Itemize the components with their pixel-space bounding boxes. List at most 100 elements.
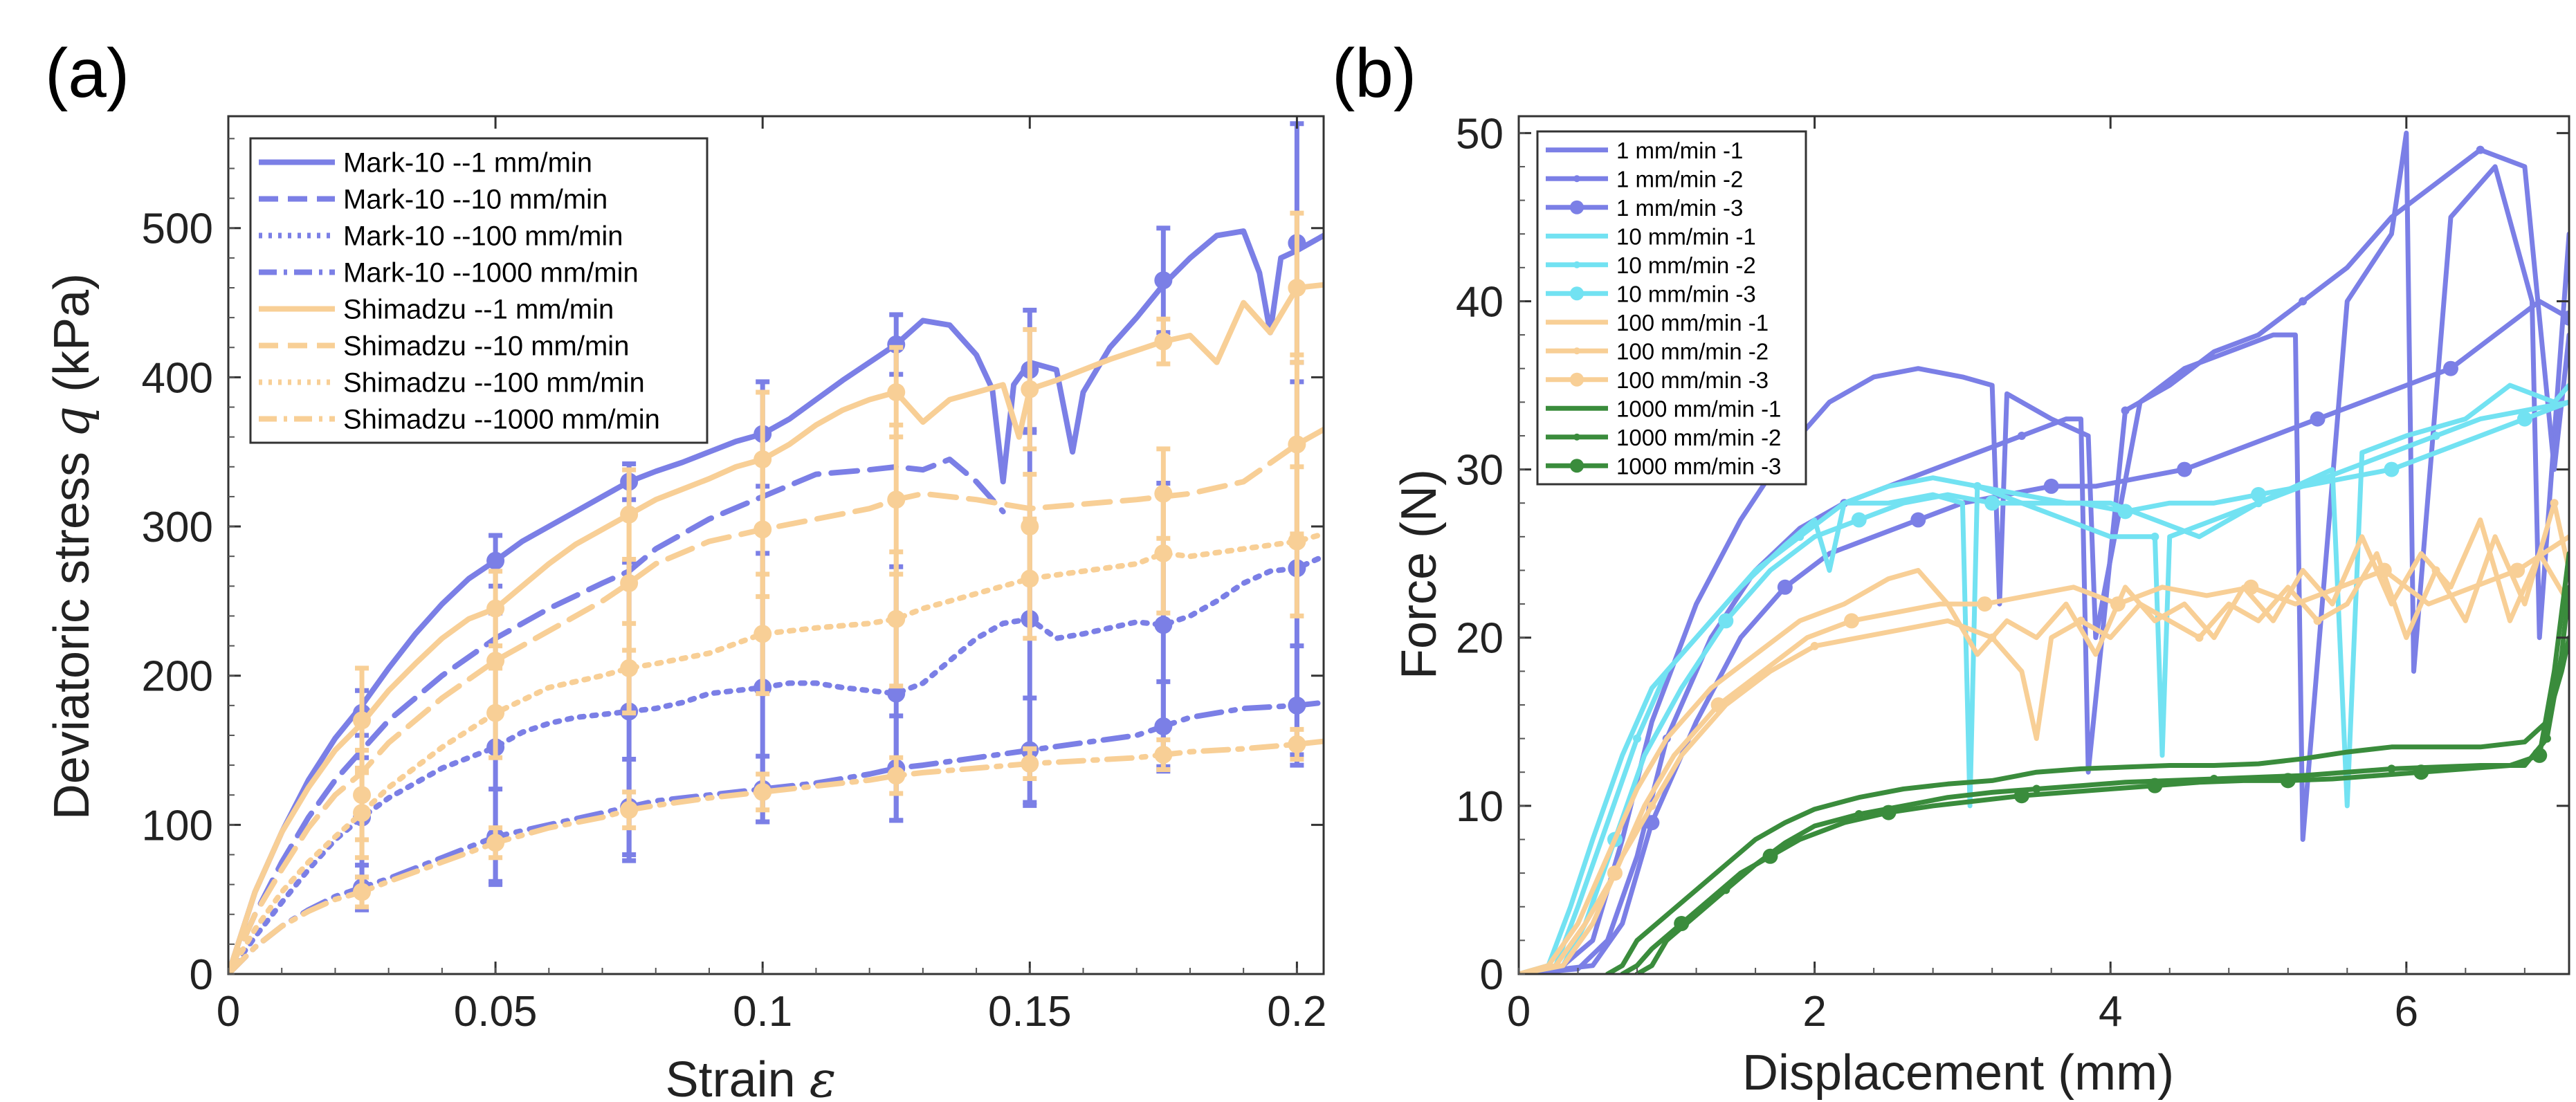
series-marker [2017, 431, 2026, 440]
legend-entry: 100 mm/min -2 [1546, 338, 1769, 364]
panel-b-frame [1517, 115, 2570, 975]
series-100-mm-min-2 [1519, 499, 2569, 974]
series-marker [1644, 815, 1660, 831]
series-marker [2442, 360, 2458, 376]
series-line [1620, 551, 2569, 974]
legend-entry: 10 mm/min -1 [1546, 223, 1756, 249]
panel-a-label: (a) [45, 35, 129, 112]
legend-label: 1000 mm/min -3 [1616, 453, 1781, 479]
legend-entry: Shimadzu --10 mm/min [259, 331, 629, 362]
series-marker [1844, 613, 1860, 629]
legend-entry: 10 mm/min -3 [1546, 281, 1756, 306]
series-line [1519, 130, 2569, 974]
legend-label: 1 mm/min -3 [1616, 195, 1743, 221]
data-point [887, 609, 906, 628]
series-marker [1710, 697, 1726, 713]
series-marker [2384, 461, 2400, 477]
data-point [486, 704, 505, 722]
series-marker [2387, 764, 2396, 773]
series-marker [2310, 411, 2326, 427]
series-mark-10-1000-mm-min [228, 643, 1324, 974]
legend-label: 1 mm/min -1 [1616, 138, 1743, 163]
data-point [1154, 544, 1173, 562]
x-tick-label: 0 [1507, 988, 1531, 1036]
y-tick-label: 300 [142, 504, 213, 551]
legend-entry: 1000 mm/min -2 [1546, 425, 1781, 450]
legend-label: Mark-10 --1000 mm/min [343, 258, 639, 288]
data-point [486, 551, 505, 570]
series-marker [1984, 495, 2000, 511]
data-point [486, 652, 505, 670]
series-marker [2413, 764, 2429, 780]
x-tick-label: 0.05 [454, 988, 538, 1036]
series-marker [2550, 499, 2559, 508]
series-marker [1796, 532, 1805, 541]
data-point [620, 800, 639, 819]
legend-label: Mark-10 --10 mm/min [343, 185, 608, 215]
series-10-mm-min-3 [1519, 399, 2569, 974]
y-tick-label: 10 [1456, 783, 1504, 831]
data-point [887, 684, 906, 703]
data-point [753, 520, 772, 539]
data-point [1154, 616, 1173, 634]
panel-a: (a) 0 0.05 0.1 0.15 0.2 0 100 200 300 400 500 Stra… [42, 35, 1326, 1102]
series-marker [2376, 562, 2392, 578]
y-tick-label: 500 [142, 205, 213, 253]
series-marker [2076, 616, 2085, 625]
legend-entry: Shimadzu --100 mm/min [259, 368, 645, 398]
series-marker [2516, 411, 2532, 427]
series-marker [2195, 633, 2204, 642]
series-line [228, 282, 1324, 974]
panel-b-xlabel: Displacement (mm) [1742, 1045, 2174, 1101]
series-line [228, 553, 1324, 974]
x-tick-label: 0.15 [988, 988, 1072, 1036]
data-point [1154, 332, 1173, 351]
legend-entry: 10 mm/min -2 [1546, 252, 1756, 278]
legend-entry: 1 mm/min -2 [1546, 166, 1743, 192]
series-shimadzu-1000-mm-min [228, 726, 1324, 974]
series-line [1519, 517, 2569, 974]
series-marker [2476, 145, 2485, 154]
data-point [353, 804, 372, 823]
series-marker [2243, 579, 2259, 595]
series-mark-10-100-mm-min [228, 379, 1324, 974]
data-point [887, 490, 906, 509]
legend-entry: Shimadzu --1 mm/min [259, 295, 614, 325]
series-line [1519, 500, 2569, 974]
y-tick-label: 20 [1456, 615, 1504, 663]
series-line [1519, 534, 2569, 974]
series-marker [1674, 916, 1690, 932]
series-marker [1851, 512, 1867, 528]
series-100-mm-min-3 [1519, 534, 2569, 974]
panel-b-ylabel: Force (N) [1391, 469, 1447, 679]
series-line [228, 699, 1324, 974]
data-point [620, 573, 639, 592]
y-tick-label: 50 [1456, 110, 1504, 158]
panel-a-frame [227, 115, 1325, 975]
legend-entry: Mark-10 --1 mm/min [259, 148, 592, 178]
legend-label: 10 mm/min -3 [1616, 281, 1756, 306]
legend-label: 1000 mm/min -2 [1616, 425, 1781, 450]
x-tick-label: 0 [217, 988, 240, 1036]
y-tick-label: 0 [1480, 951, 1504, 999]
panel-a-ticks: 0 0.05 0.1 0.15 0.2 0 100 200 300 400 500 [142, 116, 1326, 1036]
series-100-mm-min-1 [1519, 517, 2569, 974]
x-tick-label: 0.2 [1267, 988, 1326, 1036]
series-10-mm-min-1 [1519, 383, 2569, 974]
series-marker [1777, 579, 1793, 595]
series-1-mm-min-1 [1519, 130, 2569, 974]
legend-entry: Shimadzu --1000 mm/min [259, 405, 660, 435]
panel-b-plot-area [1519, 130, 2569, 974]
legend-label: 100 mm/min -2 [1616, 338, 1769, 364]
x-tick-label: 4 [2099, 988, 2122, 1036]
data-point [1288, 696, 1306, 715]
series-marker [2117, 504, 2133, 520]
data-point [1154, 271, 1173, 290]
data-point [1021, 380, 1039, 398]
y-tick-label: 0 [190, 951, 213, 999]
legend-marker [1570, 200, 1584, 214]
y-tick-label: 100 [142, 802, 213, 850]
panel-a-legend: Mark-10 --1 mm/min Mark-10 --10 mm/min Mar… [249, 137, 709, 444]
legend-marker [1573, 261, 1580, 268]
data-point [1021, 569, 1039, 588]
